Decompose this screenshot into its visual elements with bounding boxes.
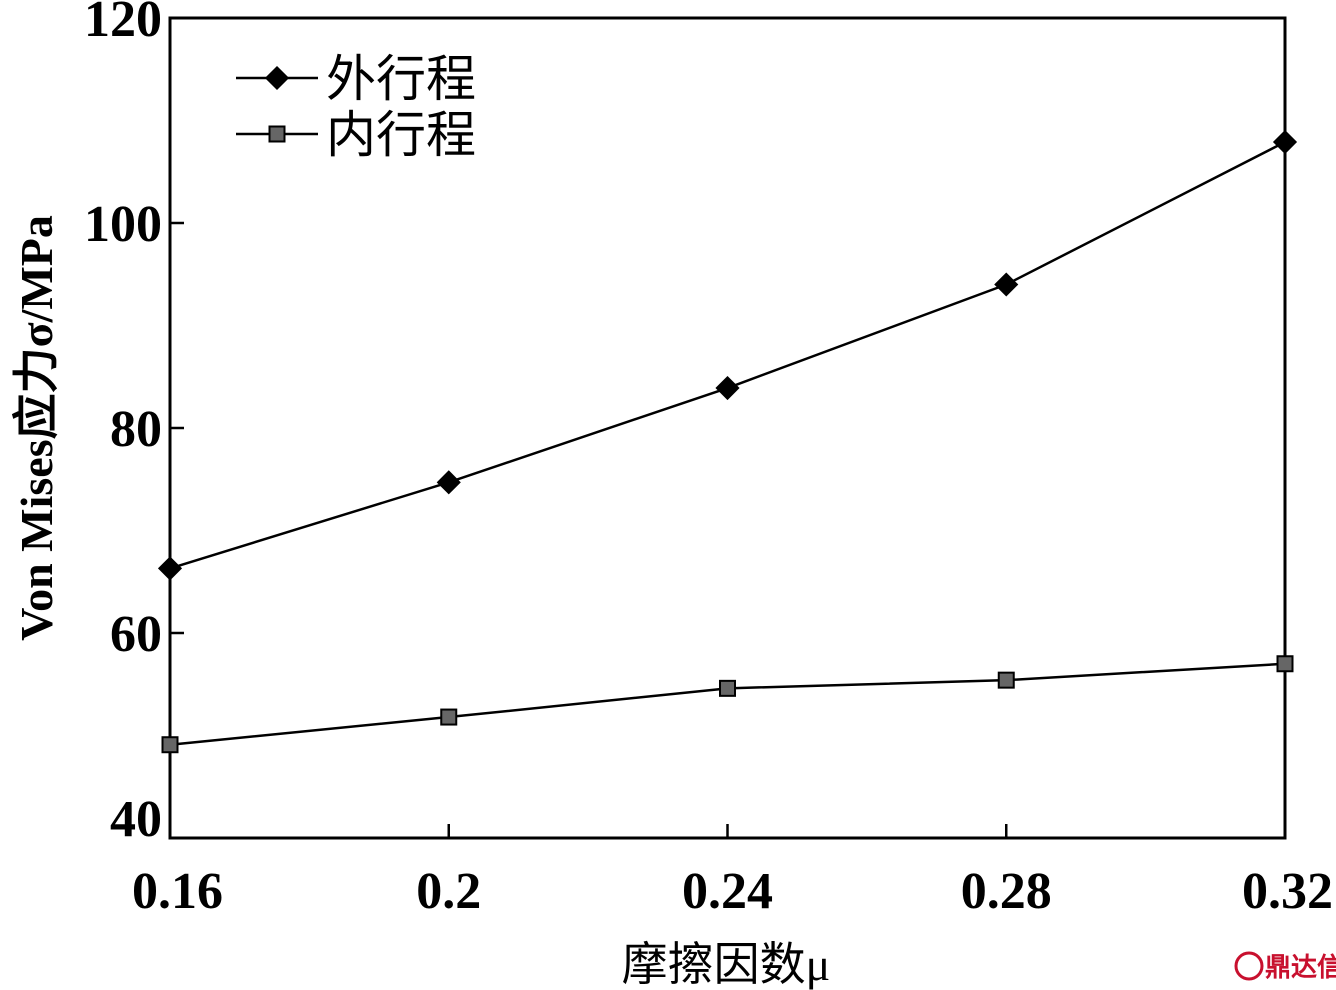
y-tick-label: 80 [110,401,162,458]
data-point-diamond [1272,129,1298,155]
data-point-square [1276,655,1294,673]
data-point-diamond [436,470,461,495]
y-axis-title: Von Mises应力σ/MPa [11,215,62,641]
data-point-diamond [157,556,183,581]
data-point-diamond [715,375,740,401]
y-tick-label: 60 [110,606,162,663]
data-point-diamond [994,272,1019,297]
legend-label: 外行程 [326,50,476,108]
data-point-diamond [264,65,290,91]
data-point-square [997,671,1015,689]
x-tick-label: 0.32 [1242,863,1333,920]
axes: 40 60 80 100 120 0.16 0.2 0.24 0.28 0.32 [84,0,1333,920]
y-tick-label: 120 [84,0,162,48]
series-line [169,662,1286,746]
data-point-square [268,125,286,143]
legend-label: 内行程 [326,106,476,164]
data-point-square [719,679,736,697]
x-tick-label: 0.24 [682,863,773,920]
legend-item-2: 内行程 [236,106,476,164]
watermark-text: 鼎达信 [1265,953,1336,983]
y-tick-label: 40 [110,791,162,848]
x-tick-label: 0.16 [132,863,223,920]
y-tick-label: 100 [84,196,162,253]
watermark: 鼎达信 [1234,951,1336,983]
x-axis-title: 摩擦因数μ [622,939,831,990]
data-point-square [440,708,458,726]
data-point-square [161,736,179,754]
watermark-logo-icon [1234,951,1264,981]
x-tick-label: 0.28 [961,863,1052,920]
x-tick-label: 0.2 [416,863,481,920]
series-layer [157,129,1298,754]
series-2 [161,655,1294,754]
series-line [169,140,1286,570]
legend-item-1: 外行程 [236,50,476,108]
series-1 [157,129,1298,581]
